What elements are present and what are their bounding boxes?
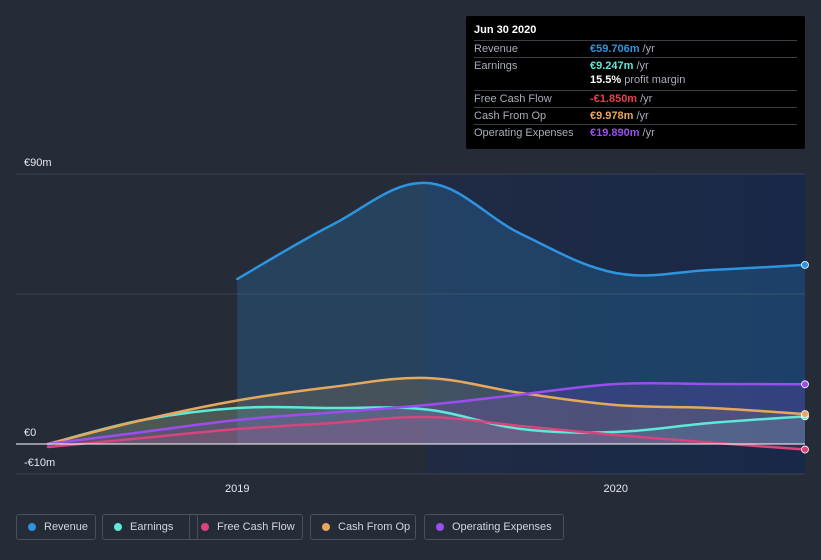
revenue-dot-icon: [28, 523, 36, 531]
tooltip-row-earnings: Earnings €9.247m/yr: [474, 57, 797, 75]
y-tick-label: -€10m: [24, 457, 55, 469]
operating-expenses-dot-icon: [436, 523, 444, 531]
data-tooltip: Jun 30 2020 Revenue €59.706m/yr Earnings…: [466, 16, 805, 149]
cash-from-op-endpoint: [801, 410, 809, 418]
free-cash-flow-dot-icon: [201, 523, 209, 531]
tooltip-label: Cash From Op: [474, 110, 547, 122]
tooltip-row-free-cash-flow: Free Cash Flow -€1.850m/yr: [474, 90, 797, 108]
series-lines: [46, 181, 807, 451]
legend-item-operating-expenses[interactable]: Operating Expenses: [424, 514, 564, 540]
free-cash-flow-endpoint: [801, 445, 809, 454]
series-endpoints: [801, 260, 809, 454]
free-cash-flow-area: [48, 416, 805, 450]
tooltip-profit-margin: 15.5% profit margin: [590, 74, 686, 86]
operating-expenses-endpoint: [801, 380, 809, 389]
tooltip-date: Jun 30 2020: [474, 24, 537, 36]
legend-item-free-cash-flow[interactable]: Free Cash Flow: [189, 514, 303, 540]
tooltip-value: -€1.850m/yr: [590, 93, 653, 105]
tooltip-label: Revenue: [474, 43, 519, 55]
earnings-dot-icon: [114, 523, 122, 531]
legend-item-cash-from-op[interactable]: Cash From Op: [310, 514, 416, 540]
gridlines: [16, 173, 805, 475]
tooltip-value: €9.978m/yr: [590, 110, 649, 122]
earnings-line: [46, 405, 807, 446]
tooltip-row-operating-expenses: Operating Expenses €19.890m/yr: [474, 124, 797, 142]
y-tick-label: €90m: [24, 157, 52, 169]
y-tick-label: €0: [24, 427, 36, 439]
cash-from-op-line: [46, 376, 807, 446]
x-tick-label: 2019: [225, 483, 249, 495]
legend-item-revenue[interactable]: Revenue: [16, 514, 96, 540]
tooltip-label: Operating Expenses: [474, 127, 574, 139]
revenue-endpoint: [801, 260, 809, 269]
free-cash-flow-line: [46, 415, 807, 451]
tooltip-value: €9.247m/yr: [590, 60, 649, 72]
revenue-area: [237, 182, 805, 444]
tooltip-label: Free Cash Flow: [474, 93, 552, 105]
tooltip-value: €19.890m/yr: [590, 127, 655, 139]
operating-expenses-line: [46, 381, 807, 446]
tooltip-value: €59.706m/yr: [590, 43, 655, 55]
tooltip-row-revenue: Revenue €59.706m/yr: [474, 40, 797, 58]
revenue-line: [236, 181, 807, 281]
legend-item-earnings[interactable]: Earnings: [102, 514, 198, 540]
cash-from-op-area: [48, 377, 805, 444]
tooltip-row-cash-from-op: Cash From Op €9.978m/yr: [474, 107, 797, 125]
x-tick-label: 2020: [604, 483, 628, 495]
cash-from-op-dot-icon: [322, 523, 330, 531]
tooltip-label: Earnings: [474, 60, 518, 72]
